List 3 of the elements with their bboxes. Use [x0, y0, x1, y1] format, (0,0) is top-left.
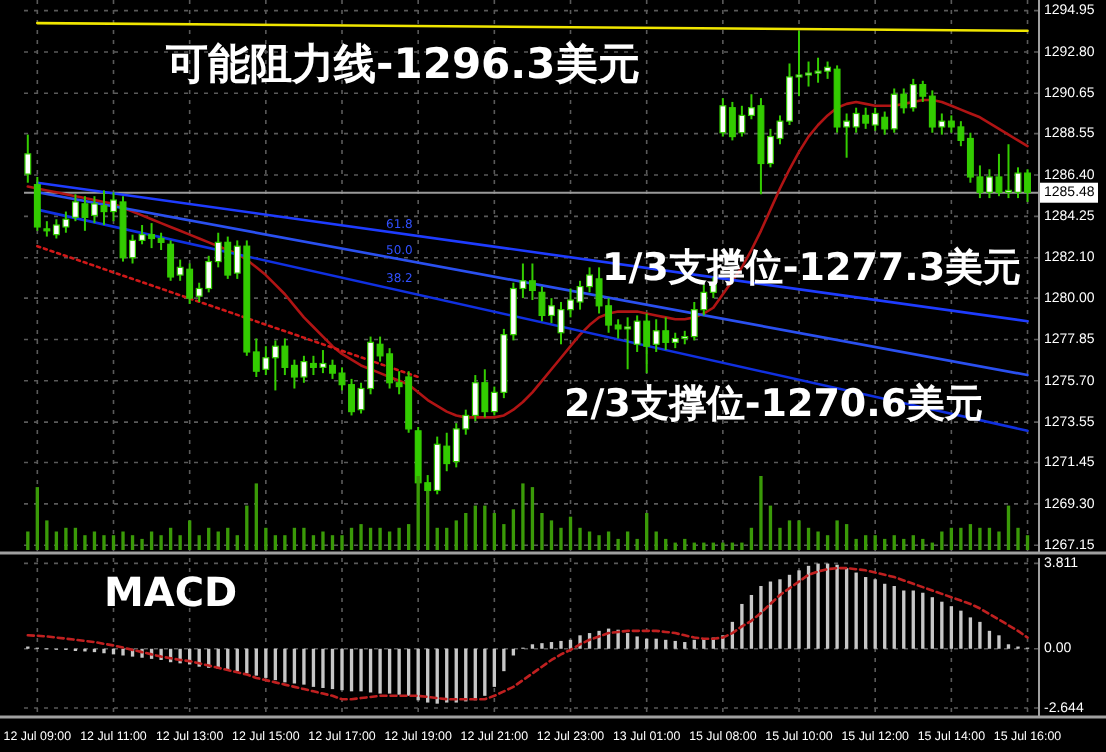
line-series	[26, 566, 1029, 701]
annotation: MACD	[104, 568, 238, 616]
annotation: 可能阻力线-1296.3美元	[164, 40, 640, 88]
